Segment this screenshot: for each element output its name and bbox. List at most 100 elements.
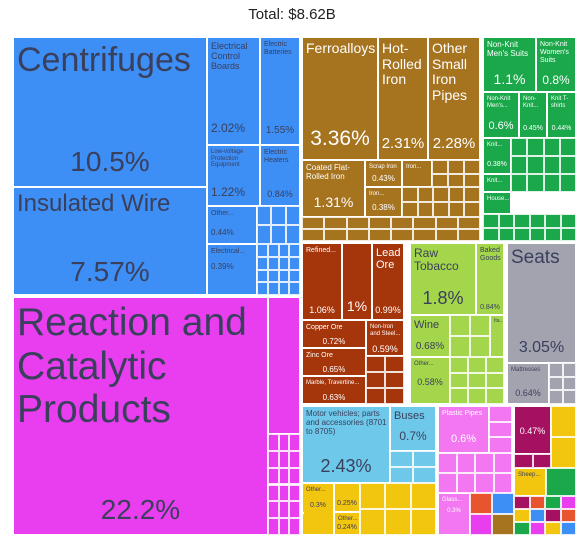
tile-share: 0.7% xyxy=(399,429,427,443)
small-tile xyxy=(268,467,279,485)
tile-label: Buses xyxy=(394,410,425,422)
small-tile xyxy=(433,187,449,202)
small-tile xyxy=(529,509,545,522)
tile-iron-14: Iron... 0.38% xyxy=(365,187,402,217)
small-tile xyxy=(514,214,530,228)
small-tile xyxy=(545,509,561,522)
small-tile xyxy=(529,496,545,509)
small-tile xyxy=(448,160,464,174)
small-tile xyxy=(514,454,533,468)
tile-sheep-42: Sheep... xyxy=(514,468,546,496)
tile-share: 0.6% xyxy=(450,433,477,445)
tile-share: 2.43% xyxy=(320,456,372,476)
tile-share: 0.72% xyxy=(322,337,346,346)
small-tile xyxy=(278,450,290,468)
small-tile xyxy=(457,229,480,241)
small-tile xyxy=(529,227,545,241)
small-tile xyxy=(545,496,561,509)
tile-share: 2.28% xyxy=(432,135,476,152)
small-tile xyxy=(366,372,385,388)
tile-other-44: Other... 0.3% xyxy=(302,483,334,535)
small-tile xyxy=(464,202,480,217)
small-tile xyxy=(470,514,492,535)
small-tile xyxy=(390,451,413,467)
small-tile xyxy=(435,229,458,241)
small-tile xyxy=(470,315,490,336)
tile-share: 0.44% xyxy=(551,125,572,132)
small-tile xyxy=(366,356,385,372)
tile-share: 0.3% xyxy=(310,502,326,509)
tile-raw-tobacco-31: Raw Tobacco 1.8% xyxy=(410,243,476,315)
tile-unlabeled-45: 0.25% xyxy=(334,483,360,512)
tile-label: Other... xyxy=(306,487,326,493)
tile-label: Iron... xyxy=(369,191,385,197)
tile-non-knit-men-s-suits-16: Non-Knit Men's Suits 1.1% xyxy=(483,37,536,92)
tile-label: Non-Knit Men's Suits xyxy=(487,40,529,58)
small-tile xyxy=(302,217,325,229)
small-tile xyxy=(475,473,494,493)
small-tile xyxy=(448,202,465,217)
small-tile xyxy=(257,282,268,295)
small-tile xyxy=(546,468,576,496)
small-tile xyxy=(551,437,576,468)
small-tile xyxy=(559,138,576,156)
small-tile xyxy=(486,357,504,373)
small-tile xyxy=(489,406,512,422)
tile-share: 0.3% xyxy=(447,508,461,514)
tile-buses-39: Buses 0.7% xyxy=(390,406,436,451)
small-tile xyxy=(549,390,563,404)
tile-non-knit-19: Non-Knit... 0.45% xyxy=(519,92,547,138)
small-tile xyxy=(448,187,465,202)
tile-seats-36: Seats 3.05% xyxy=(507,243,576,363)
small-tile xyxy=(278,484,290,502)
small-tile xyxy=(289,450,300,468)
tile-copper-ore-27: Copper Ore 0.72% xyxy=(302,320,366,348)
small-tile xyxy=(385,483,411,509)
tile-coated-flat-rolled-iron-12: Coated Flat-Rolled Iron 1.31% xyxy=(302,160,365,217)
tile-non-knit-women-s-suits-17: Non-Knit Women's Suits 0.8% xyxy=(536,37,576,92)
small-tile xyxy=(385,372,404,388)
small-tile xyxy=(511,156,528,174)
tile-share: 0.99% xyxy=(375,305,401,315)
tile-share: 0.47% xyxy=(519,426,546,436)
tile-label: Glass... xyxy=(442,497,463,503)
small-tile xyxy=(464,160,480,174)
tile-label: Ita... xyxy=(494,318,504,324)
tile-knit-t-shirts-20: Knit T-shirts 0.44% xyxy=(547,92,576,138)
tile-label: Wine xyxy=(414,319,440,331)
tile-marble-travertine-30: Marble, Travertine... 0.63% xyxy=(302,376,366,404)
small-tile xyxy=(267,244,279,257)
small-tile xyxy=(417,187,434,202)
tile-label: Other Small Iron Pipes xyxy=(432,40,468,104)
tile-label: Mattresses xyxy=(511,367,541,373)
small-tile xyxy=(468,357,486,373)
small-tile xyxy=(417,202,434,217)
small-tile xyxy=(489,421,512,438)
small-tile xyxy=(492,493,514,514)
small-tile xyxy=(470,493,492,514)
small-tile xyxy=(432,173,448,187)
small-tile xyxy=(268,450,279,468)
tile-share: 1.31% xyxy=(313,194,354,210)
tile-label: Other... xyxy=(338,516,358,522)
small-tile xyxy=(435,217,458,229)
tile-share: 1.1% xyxy=(493,71,526,87)
small-tile xyxy=(468,388,486,404)
tile-share: 0.68% xyxy=(415,341,445,352)
tile-label: Knit... xyxy=(487,178,503,184)
small-tile xyxy=(268,518,279,535)
tile-knit-21: Knit... 0.38% xyxy=(483,138,511,174)
tile-unlabeled-41: 0.47% xyxy=(514,406,551,454)
small-tile xyxy=(289,434,300,451)
small-tile xyxy=(511,138,528,156)
small-tile xyxy=(271,225,286,244)
tile-glass-43: Glass... 0.3% xyxy=(438,493,470,535)
small-tile xyxy=(433,202,449,217)
small-tile xyxy=(410,483,436,509)
tile-share: 10.5% xyxy=(70,146,150,177)
small-tile xyxy=(267,269,279,283)
small-tile xyxy=(498,227,514,241)
small-tile xyxy=(385,388,404,404)
tile-ita-35: Ita... xyxy=(490,315,504,357)
tile-share: 2.31% xyxy=(381,135,425,152)
